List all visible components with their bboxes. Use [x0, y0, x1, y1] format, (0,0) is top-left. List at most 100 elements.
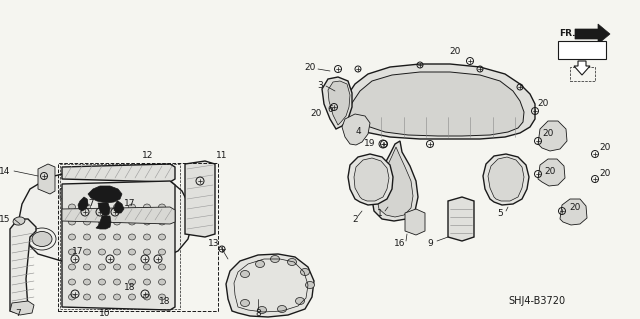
Text: 3: 3	[317, 81, 323, 91]
Text: 10: 10	[99, 309, 111, 318]
Text: 17: 17	[72, 247, 84, 256]
Ellipse shape	[32, 232, 52, 247]
Polygon shape	[405, 209, 425, 235]
Polygon shape	[342, 114, 370, 145]
Polygon shape	[38, 164, 55, 194]
Ellipse shape	[83, 204, 90, 210]
Ellipse shape	[129, 264, 136, 270]
Polygon shape	[18, 169, 192, 264]
Ellipse shape	[99, 204, 106, 210]
Text: 7: 7	[15, 309, 21, 318]
Polygon shape	[10, 219, 36, 313]
Polygon shape	[348, 154, 393, 205]
Text: 20: 20	[570, 203, 580, 211]
Ellipse shape	[68, 279, 76, 285]
Ellipse shape	[129, 279, 136, 285]
Text: 13: 13	[208, 240, 220, 249]
Ellipse shape	[296, 298, 305, 305]
Polygon shape	[322, 77, 352, 129]
Ellipse shape	[68, 234, 76, 240]
Text: FR.: FR.	[559, 29, 575, 39]
Ellipse shape	[68, 204, 76, 210]
Text: 6: 6	[327, 105, 333, 114]
Bar	[86, 301, 98, 307]
Ellipse shape	[68, 294, 76, 300]
Ellipse shape	[143, 279, 150, 285]
Ellipse shape	[255, 261, 264, 268]
Ellipse shape	[28, 228, 56, 250]
Bar	[104, 301, 116, 307]
Ellipse shape	[159, 234, 166, 240]
Bar	[140, 301, 152, 307]
Text: 20: 20	[538, 100, 548, 108]
Ellipse shape	[159, 219, 166, 225]
Ellipse shape	[83, 234, 90, 240]
Polygon shape	[340, 64, 535, 139]
Text: 20: 20	[544, 167, 556, 175]
Text: 9: 9	[427, 240, 433, 249]
Polygon shape	[538, 159, 565, 186]
Ellipse shape	[129, 204, 136, 210]
Ellipse shape	[99, 219, 106, 225]
Bar	[158, 301, 170, 307]
Ellipse shape	[159, 279, 166, 285]
Text: 2: 2	[352, 214, 358, 224]
Polygon shape	[575, 24, 610, 44]
Ellipse shape	[257, 307, 266, 314]
Bar	[60, 164, 180, 309]
Text: 20: 20	[599, 169, 611, 179]
Polygon shape	[377, 147, 413, 217]
Text: 1: 1	[377, 210, 383, 219]
Text: 20: 20	[304, 63, 316, 71]
Bar	[570, 67, 595, 81]
Ellipse shape	[99, 249, 106, 255]
Text: 17: 17	[124, 199, 136, 209]
Ellipse shape	[129, 219, 136, 225]
Polygon shape	[60, 185, 80, 199]
Ellipse shape	[83, 219, 90, 225]
Ellipse shape	[113, 234, 120, 240]
Text: 20: 20	[599, 143, 611, 152]
Text: 14: 14	[0, 167, 11, 175]
Bar	[122, 301, 134, 307]
Ellipse shape	[83, 249, 90, 255]
Ellipse shape	[129, 249, 136, 255]
Ellipse shape	[278, 306, 287, 313]
Ellipse shape	[305, 281, 314, 288]
Text: SHJ4-B3720: SHJ4-B3720	[508, 296, 565, 306]
Ellipse shape	[143, 249, 150, 255]
Ellipse shape	[143, 204, 150, 210]
Text: 8: 8	[255, 309, 261, 318]
Ellipse shape	[99, 234, 106, 240]
Text: 16: 16	[394, 240, 406, 249]
Text: ⊕: ⊕	[579, 71, 585, 77]
Polygon shape	[98, 203, 110, 216]
Ellipse shape	[83, 279, 90, 285]
Polygon shape	[62, 181, 175, 310]
Ellipse shape	[159, 294, 166, 300]
Ellipse shape	[241, 271, 250, 278]
Ellipse shape	[143, 264, 150, 270]
Ellipse shape	[113, 279, 120, 285]
Bar	[68, 301, 80, 307]
Text: 20: 20	[310, 109, 322, 118]
Ellipse shape	[159, 204, 166, 210]
Polygon shape	[96, 216, 111, 229]
Polygon shape	[574, 61, 590, 75]
Ellipse shape	[143, 219, 150, 225]
Ellipse shape	[113, 249, 120, 255]
Polygon shape	[78, 197, 88, 211]
Text: 4: 4	[355, 128, 361, 137]
Text: 5: 5	[497, 210, 503, 219]
Polygon shape	[483, 154, 529, 205]
Ellipse shape	[141, 240, 169, 262]
Ellipse shape	[113, 294, 120, 300]
Text: 18: 18	[159, 296, 171, 306]
Polygon shape	[488, 157, 524, 201]
Ellipse shape	[301, 269, 310, 276]
Ellipse shape	[68, 219, 76, 225]
Polygon shape	[85, 184, 110, 198]
Ellipse shape	[159, 249, 166, 255]
Ellipse shape	[83, 264, 90, 270]
Ellipse shape	[99, 279, 106, 285]
